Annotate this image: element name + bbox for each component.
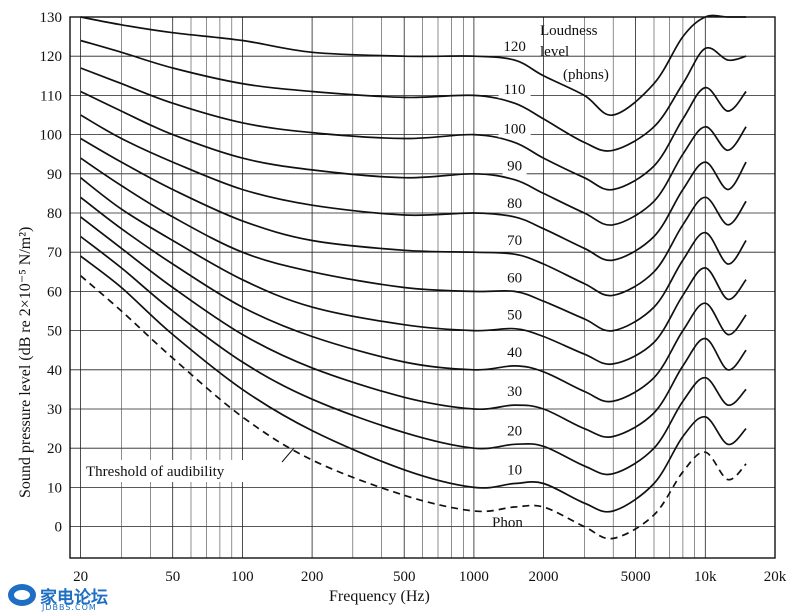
x-tick-label: 10k <box>694 569 717 585</box>
y-tick-label: 20 <box>47 441 62 457</box>
loudness-curve-20 <box>80 235 747 476</box>
y-axis-title: Sound pressure level (dB re 2×10⁻⁵ N/m²) <box>17 227 34 498</box>
phon-label-bg <box>502 421 527 440</box>
loudness-curve-60 <box>80 157 747 332</box>
curves <box>80 14 747 540</box>
phon-label-90: 90 <box>507 159 522 175</box>
phon-label-bg <box>498 37 531 56</box>
phon-label-bg <box>502 193 527 212</box>
plot-frame <box>69 16 776 559</box>
y-tick-label: 60 <box>47 284 62 300</box>
watermark-subtitle: JDBBS.COM <box>42 603 97 612</box>
loudness-curve-120 <box>80 14 747 116</box>
threshold-curve <box>80 275 747 540</box>
phon-labels: 120 110 100 90 80 70 60 50 40 30 20 10 <box>498 37 531 479</box>
watermark-name: 家电论坛 <box>40 588 108 608</box>
loudness-curve-10 <box>80 255 747 513</box>
loudness-curve-100 <box>80 67 747 191</box>
y-tick-label: 30 <box>47 402 62 418</box>
phon-label-bg <box>502 268 527 287</box>
loudness-curve-110 <box>80 39 747 152</box>
y-tick-labels: 0 10 20 30 40 50 60 70 80 90 100 110 120 130 <box>40 10 63 536</box>
phon-label-bg <box>502 156 527 175</box>
x-axis-title: Frequency (Hz) <box>329 588 430 605</box>
x-tick-label: 50 <box>165 569 180 585</box>
y-tick-label: 100 <box>40 128 63 144</box>
legend-title-line-1: Loudness <box>540 23 598 39</box>
y-tick-label: 110 <box>40 88 62 104</box>
loudness-curve-70 <box>80 137 747 297</box>
phon-label-bg <box>498 80 531 99</box>
phon-label-60: 60 <box>507 270 522 286</box>
phon-label-50: 50 <box>507 308 522 324</box>
phon-label-bg <box>502 382 527 401</box>
phon-label-bg <box>502 305 527 324</box>
threshold-pointer <box>281 447 295 463</box>
y-tick-label: 90 <box>47 167 62 183</box>
legend-title-line-3: (phons) <box>563 67 609 83</box>
x-tick-labels: 20 50 100 200 500 1000 2000 5000 10k 20k <box>73 569 787 585</box>
threshold-label-bg <box>82 460 296 482</box>
phon-label-120: 120 <box>503 39 526 55</box>
x-tick-label: 20 <box>73 569 88 585</box>
y-tick-label: 0 <box>55 520 63 536</box>
y-tick-label: 80 <box>47 206 62 222</box>
loudness-curve-50 <box>80 177 747 366</box>
phon-label-80: 80 <box>507 196 522 212</box>
x-tick-label: 200 <box>301 569 324 585</box>
phon-annotation: Phon <box>492 515 523 531</box>
phon-label-bg <box>502 231 527 250</box>
phon-label-10: 10 <box>507 463 522 479</box>
phon-label-bg <box>502 342 527 361</box>
y-tick-label: 10 <box>47 480 62 496</box>
phon-label-100: 100 <box>503 121 526 137</box>
phon-label-bg <box>498 119 531 138</box>
loudness-curve-30 <box>80 216 747 438</box>
phon-label-20: 20 <box>507 423 522 439</box>
loudness-curve-80 <box>80 114 747 262</box>
phon-label-110: 110 <box>504 82 526 98</box>
loudness-curve-90 <box>80 90 747 226</box>
y-tick-label: 130 <box>40 10 63 26</box>
phon-label-bg <box>502 460 527 479</box>
x-tick-label: 2000 <box>529 569 559 585</box>
loudness-curve-40 <box>80 196 747 403</box>
phon-label-30: 30 <box>507 384 522 400</box>
phon-label-70: 70 <box>507 233 522 249</box>
y-tick-label: 70 <box>47 245 62 261</box>
y-tick-label: 40 <box>47 363 62 379</box>
x-tick-label: 500 <box>393 569 416 585</box>
watermark-logo-icon <box>8 584 36 606</box>
x-tick-label: 100 <box>231 569 254 585</box>
threshold-label: Threshold of audibility <box>86 464 225 480</box>
y-tick-label: 50 <box>47 324 62 340</box>
phon-label-40: 40 <box>507 345 522 361</box>
x-tick-label: 5000 <box>621 569 651 585</box>
x-tick-label: 20k <box>764 569 787 585</box>
x-tick-label: 1000 <box>459 569 489 585</box>
y-tick-label: 120 <box>40 49 63 65</box>
legend-title-line-2: level <box>540 44 569 60</box>
watermark: 家电论坛 JDBBS.COM <box>8 584 132 612</box>
